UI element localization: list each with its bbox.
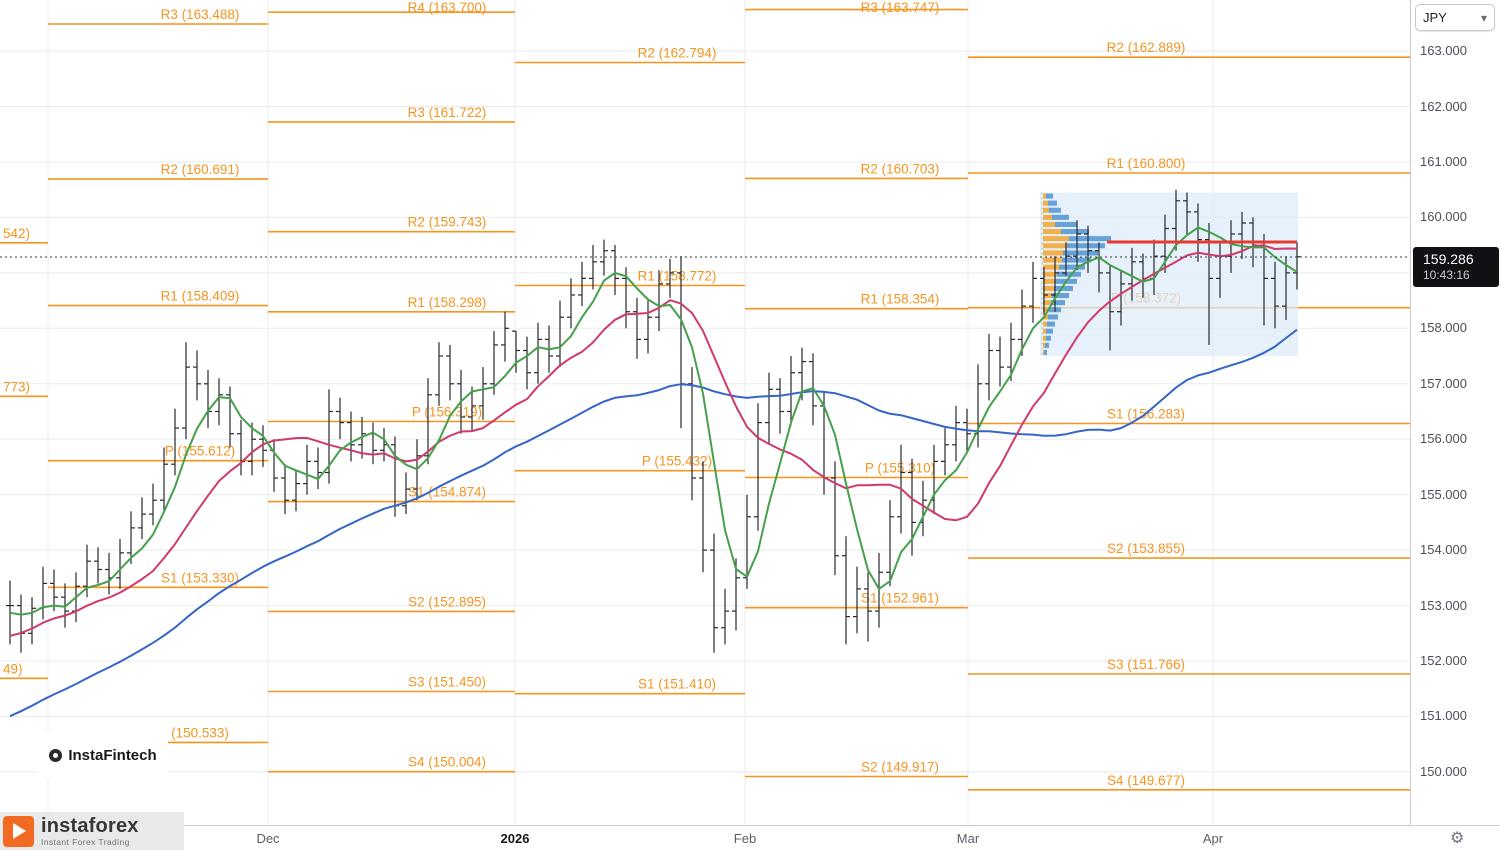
pivot-label: S4 (150.004) <box>408 755 486 770</box>
pivot-label: R2 (162.794) <box>638 46 717 61</box>
medium-ma-line <box>9 244 1298 637</box>
instaforex-logo-text: instaforex Instant Forex Trading <box>41 816 139 847</box>
pivot-label: R4 (163.700) <box>408 0 487 15</box>
month-label[interactable]: Dec <box>256 831 280 846</box>
month-label[interactable]: Mar <box>956 831 980 846</box>
brand-name: instaforex <box>41 814 139 837</box>
pivot-label: S2 (153.855) <box>1107 541 1185 556</box>
chevron-down-icon: ▾ <box>1480 10 1487 25</box>
pivot-label: P (155.310) <box>865 461 935 476</box>
pivot-label: R1 (158.354) <box>861 292 940 307</box>
month-label[interactable]: Apr <box>1202 831 1224 846</box>
fast-ma-line <box>9 226 1298 616</box>
pivot-label: R2 (160.691) <box>161 162 240 177</box>
price-tick-label: 161.000 <box>1420 154 1467 169</box>
pivot-label: R2 (162.889) <box>1107 40 1186 55</box>
pivot-label: S1 (152.961) <box>861 591 939 606</box>
pivot-label: R1 (158.409) <box>161 289 240 304</box>
pivot-label: S4 (149.677) <box>1107 773 1185 788</box>
axis-corner: ⚙ <box>1410 825 1500 850</box>
pivot-label: S1 (153.330) <box>161 570 239 585</box>
slow-ma-line <box>9 328 1298 718</box>
pivot-label: R3 (163.747) <box>861 0 940 15</box>
pivot-label: S3 (151.766) <box>1107 657 1185 672</box>
pivot-label: P (155.612) <box>165 444 235 459</box>
pivot-label: S2 (152.895) <box>408 594 486 609</box>
settings-gear-icon[interactable]: ⚙ <box>1450 830 1465 847</box>
brand-tagline: Instant Forex Trading <box>41 836 130 847</box>
pivot-label: (150.533) <box>171 725 229 740</box>
pivot-label: 773) <box>3 379 30 394</box>
price-tick-label: 156.000 <box>1420 431 1467 446</box>
gridlines <box>0 0 1410 825</box>
pivot-label: 49) <box>3 661 23 676</box>
price-tick-label: 150.000 <box>1420 764 1467 779</box>
pivot-label: S3 (151.450) <box>408 675 486 690</box>
time-axis[interactable]: Dec 2026 Feb Mar Apr <box>0 825 1410 850</box>
watermark-text: InstaFintech <box>68 746 157 764</box>
price-tick-label: 151.000 <box>1420 708 1467 723</box>
pivot-label: S1 (154.874) <box>408 485 486 500</box>
pivot-levels: 542) 773) 49) R3 (163.488) R2 (160.691) R1 (1… <box>0 0 1410 791</box>
month-label[interactable]: 2026 <box>500 831 530 846</box>
price-tick-label: 152.000 <box>1420 653 1467 668</box>
price-axis[interactable]: JPY ▾ 163.000162.000161.000160.000159.00… <box>1410 0 1500 825</box>
pivot-label: R1 (158.298) <box>408 295 487 310</box>
pivot-label: S1 (151.410) <box>638 677 716 692</box>
instaforex-logo-icon <box>3 815 34 847</box>
price-tick-label: 163.000 <box>1420 43 1467 58</box>
pivot-label: R1 (160.800) <box>1107 156 1186 171</box>
price-tick-label: 154.000 <box>1420 542 1467 557</box>
ohlc-bars <box>6 189 1301 653</box>
instafintech-logo-icon <box>49 748 63 762</box>
symbol-select[interactable]: JPY ▾ <box>1415 4 1495 31</box>
volume-profile <box>1040 192 1298 357</box>
price-tick-label: 160.000 <box>1420 209 1467 224</box>
price-tick-label: 153.000 <box>1420 598 1467 613</box>
current-price-badge: 159.286 10:43:16 <box>1413 247 1499 287</box>
pivot-label: P (156.319) <box>412 405 482 420</box>
pivot-label: R1 (158.772) <box>638 269 717 284</box>
pivot-label: R2 (159.743) <box>408 215 487 230</box>
month-label[interactable]: Feb <box>733 831 757 846</box>
pivot-label: R3 (161.722) <box>408 105 487 120</box>
chart-svg: 542) 773) 49) R3 (163.488) R2 (160.691) R1 (1… <box>0 0 1410 825</box>
pivot-label: S2 (149.917) <box>861 760 939 775</box>
price-tick-label: 162.000 <box>1420 99 1467 114</box>
pivot-label: R3 (163.488) <box>161 7 240 22</box>
price-tick-label: 155.000 <box>1420 487 1467 502</box>
instaforex-logo: instaforex Instant Forex Trading <box>0 812 184 850</box>
price-tick-label: 157.000 <box>1420 376 1467 391</box>
pivot-label: P (155.432) <box>642 454 712 469</box>
pivot-label: 542) <box>3 226 30 241</box>
symbol-select-value: JPY <box>1423 10 1447 25</box>
price-tick-label: 158.000 <box>1420 320 1467 335</box>
bar-countdown: 10:43:16 <box>1423 268 1470 282</box>
current-price-value: 159.286 <box>1423 251 1474 267</box>
pivot-label: R2 (160.703) <box>861 161 940 176</box>
instafintech-watermark: InstaFintech <box>38 732 168 778</box>
chart-canvas[interactable]: 542) 773) 49) R3 (163.488) R2 (160.691) R1 (1… <box>0 0 1410 825</box>
